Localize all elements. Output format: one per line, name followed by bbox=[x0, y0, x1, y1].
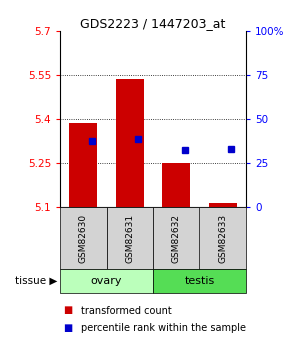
Bar bbox=[116, 79, 144, 207]
Text: testis: testis bbox=[184, 276, 214, 286]
Text: tissue ▶: tissue ▶ bbox=[15, 276, 57, 286]
Text: transformed count: transformed count bbox=[81, 306, 172, 315]
Text: GSM82633: GSM82633 bbox=[218, 214, 227, 263]
Text: ■: ■ bbox=[63, 306, 72, 315]
Text: GSM82630: GSM82630 bbox=[79, 214, 88, 263]
Text: ■: ■ bbox=[63, 323, 72, 333]
Text: percentile rank within the sample: percentile rank within the sample bbox=[81, 323, 246, 333]
Text: ovary: ovary bbox=[91, 276, 122, 286]
Bar bbox=[69, 124, 97, 207]
Bar bbox=[162, 163, 190, 207]
Text: GSM82631: GSM82631 bbox=[125, 214, 134, 263]
Text: GSM82632: GSM82632 bbox=[172, 214, 181, 263]
Bar bbox=[209, 204, 237, 207]
Title: GDS2223 / 1447203_at: GDS2223 / 1447203_at bbox=[80, 17, 226, 30]
